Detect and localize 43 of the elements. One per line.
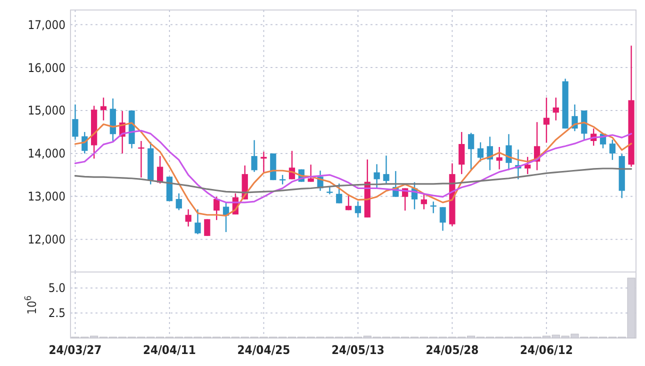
candlestick [308, 164, 314, 182]
x-tick-label: 24/06/12 [520, 343, 573, 357]
candlestick [383, 155, 390, 184]
candlestick [506, 134, 512, 171]
candlestick [194, 208, 201, 235]
candlestick [214, 196, 220, 221]
candlestick [72, 104, 78, 140]
x-tick-label: 24/03/27 [48, 343, 102, 357]
candlestick [280, 174, 286, 185]
candlestick [354, 200, 362, 218]
x-tick-label: 24/04/25 [237, 343, 290, 357]
candlestick [374, 164, 380, 188]
candlestick [581, 110, 588, 141]
candlestick [336, 182, 342, 204]
y-tick-label: 13,000 [28, 190, 66, 204]
candlestick [138, 140, 144, 178]
candlestick [100, 97, 107, 121]
x-tick-label: 24/04/11 [142, 343, 196, 357]
y-tick-label: 2.5 [48, 306, 66, 320]
y-tick-label: 15,000 [28, 104, 66, 118]
candlestick [458, 131, 465, 175]
candlestick [420, 194, 427, 210]
candlestick [440, 206, 446, 232]
candlestick [477, 142, 484, 162]
x-tick-label: 24/05/13 [331, 343, 384, 357]
x-tick-label: 24/05/28 [426, 343, 479, 357]
candlestick [524, 156, 531, 175]
candlestick [496, 146, 502, 170]
candlestick [251, 140, 258, 173]
y-tick-label: 16,000 [28, 60, 66, 75]
candlestick [260, 151, 267, 173]
candlestick [468, 132, 474, 171]
candlestick [543, 97, 550, 144]
candlestick [185, 208, 192, 228]
y-tick-label: 5.0 [48, 281, 66, 296]
line-series [74, 168, 632, 194]
y-tick-label: 14,000 [28, 146, 66, 161]
candlestick [609, 139, 616, 160]
y-tick-label: 17,000 [28, 18, 66, 32]
candlestick [552, 97, 559, 121]
candlestick [176, 192, 182, 211]
candlestick [204, 218, 210, 237]
y-tick-label: 12,000 [28, 232, 66, 247]
